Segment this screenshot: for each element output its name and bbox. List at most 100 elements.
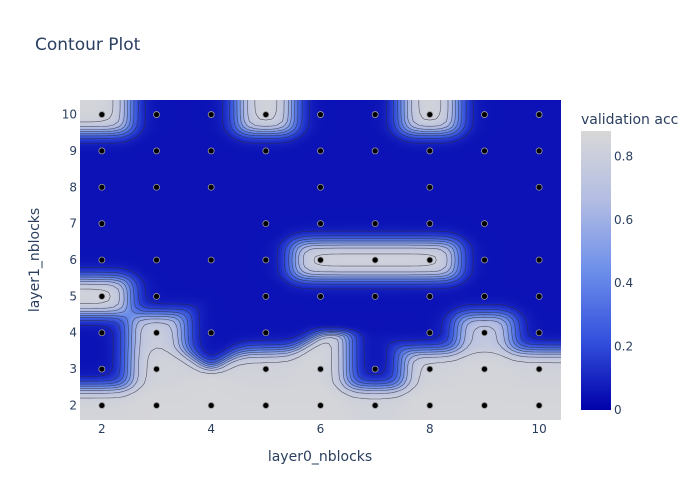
- trial-point: [317, 365, 324, 373]
- contour-line: [80, 100, 561, 382]
- trial-point: [317, 402, 324, 409]
- y-axis-label: layer1_nblocks: [27, 208, 43, 312]
- trial-point: [426, 111, 434, 118]
- trial-point: [262, 220, 270, 228]
- y-axis-ticks: 2 3 4 5 6 7 8 9 10: [62, 108, 77, 413]
- trial-point: [481, 220, 488, 228]
- trial-point: [426, 365, 434, 373]
- trial-point: [481, 256, 488, 264]
- trial-point: [426, 292, 434, 300]
- trial-point: [535, 365, 543, 373]
- trial-point: [262, 365, 270, 373]
- trial-point: [371, 220, 379, 228]
- trial-point: [371, 402, 379, 409]
- trial-point: [481, 329, 488, 337]
- x-axis-ticks: 2 4 6 8 10: [98, 422, 547, 436]
- y-tick-label: 6: [69, 253, 77, 267]
- y-tick-label: 5: [69, 289, 77, 303]
- contour-lines: [80, 100, 561, 400]
- contour-line: [80, 100, 561, 387]
- trial-point: [98, 256, 106, 264]
- trial-point: [262, 147, 270, 155]
- trial-point: [481, 147, 488, 155]
- trial-point: [98, 220, 106, 228]
- trial-point: [207, 402, 215, 409]
- contour-line: [80, 100, 561, 385]
- trial-point: [481, 111, 488, 118]
- trial-point: [153, 111, 160, 118]
- trial-point: [317, 220, 324, 228]
- x-tick-label: 8: [426, 422, 434, 436]
- trial-point: [535, 329, 543, 337]
- trial-point: [207, 256, 215, 264]
- trial-point: [207, 147, 215, 155]
- colorbar-tick-label: 0.2: [614, 340, 633, 354]
- trial-point: [262, 256, 270, 264]
- trial-point: [481, 365, 488, 373]
- trial-point: [262, 292, 270, 300]
- trial-point: [371, 365, 379, 373]
- trial-point: [207, 329, 215, 337]
- trial-point: [371, 256, 379, 264]
- trial-point: [98, 111, 106, 118]
- trial-point: [535, 292, 543, 300]
- trial-point: [481, 402, 488, 409]
- trial-point: [426, 329, 434, 337]
- contour-line: [80, 100, 561, 400]
- trial-point: [317, 183, 324, 191]
- trial-point: [317, 147, 324, 155]
- trial-point: [153, 292, 160, 300]
- y-tick-label: 4: [69, 326, 77, 340]
- y-tick-label: 10: [62, 108, 77, 122]
- chart-title: Contour Plot: [35, 35, 141, 55]
- trial-point: [262, 329, 270, 337]
- y-tick-label: 8: [69, 180, 77, 194]
- trial-point: [317, 256, 324, 264]
- trial-point: [207, 183, 215, 191]
- trial-point: [153, 256, 160, 264]
- trial-point: [426, 256, 434, 264]
- contour-line: [80, 100, 561, 389]
- trial-point: [535, 183, 543, 191]
- trial-point: [98, 402, 106, 409]
- colorbar: validation acc 0 0.2 0.4 0.6 0.8: [581, 112, 678, 417]
- trial-point: [426, 183, 434, 191]
- trial-point: [98, 147, 106, 155]
- colorbar-tick-label: 0: [614, 403, 622, 417]
- trial-point: [98, 183, 106, 191]
- trial-point: [481, 292, 488, 300]
- y-tick-label: 2: [69, 398, 77, 412]
- trial-point: [317, 292, 324, 300]
- contour-line: [80, 100, 561, 391]
- trial-point: [262, 111, 270, 118]
- contour-line: [80, 100, 561, 377]
- y-tick-label: 7: [69, 217, 77, 231]
- trial-point: [262, 402, 270, 409]
- trial-point: [207, 111, 215, 118]
- contour-line: [80, 100, 561, 394]
- trial-point: [153, 365, 160, 373]
- colorbar-scale: [581, 131, 611, 410]
- trial-point: [371, 147, 379, 155]
- colorbar-title: validation acc: [581, 112, 678, 128]
- colorbar-tick-label: 0.6: [614, 213, 633, 227]
- colorbar-tick-label: 0.4: [614, 276, 633, 290]
- trial-point: [535, 111, 543, 118]
- x-tick-label: 2: [98, 422, 106, 436]
- x-axis-label: layer0_nblocks: [268, 449, 372, 465]
- trial-point: [535, 147, 543, 155]
- trial-point: [371, 292, 379, 300]
- x-tick-label: 10: [531, 422, 546, 436]
- trial-point: [98, 365, 106, 373]
- colorbar-tick-label: 0.8: [614, 149, 633, 163]
- trial-point: [426, 147, 434, 155]
- plot-area[interactable]: [80, 100, 561, 420]
- trial-point: [153, 183, 160, 191]
- y-tick-label: 3: [69, 362, 77, 376]
- trial-point: [153, 147, 160, 155]
- y-tick-label: 9: [69, 144, 77, 158]
- trial-point: [98, 329, 106, 337]
- x-tick-label: 6: [317, 422, 325, 436]
- x-tick-label: 4: [207, 422, 215, 436]
